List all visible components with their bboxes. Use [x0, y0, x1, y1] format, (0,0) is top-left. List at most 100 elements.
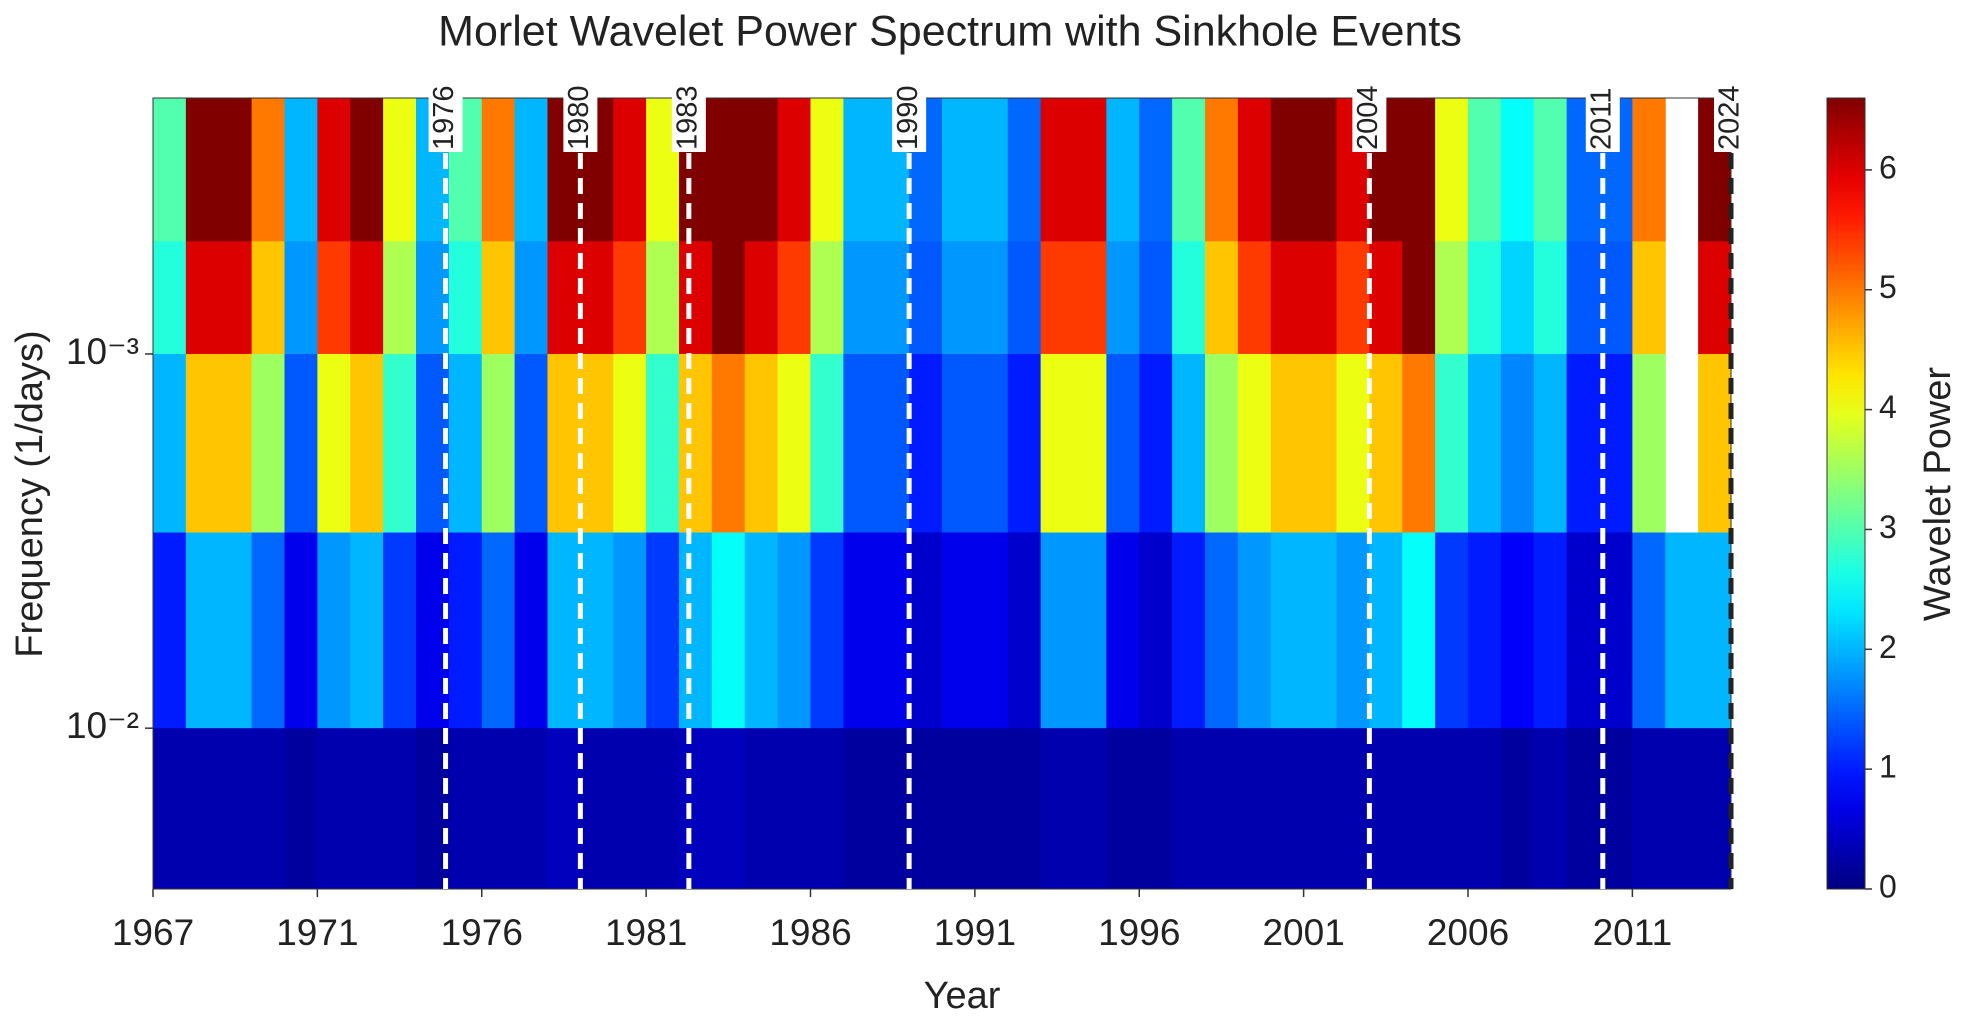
heatmap-cell [646, 532, 680, 729]
heatmap-cell [1205, 98, 1239, 242]
heatmap-cell [613, 728, 647, 889]
heatmap-cell [185, 728, 220, 889]
heatmap-cell [514, 98, 548, 242]
event-label: 1976 [428, 85, 460, 150]
heatmap-cell [810, 241, 844, 355]
heatmap-cell [1632, 353, 1666, 534]
heatmap-cell [646, 728, 680, 889]
heatmap-cell [1533, 241, 1568, 355]
heatmap-cell [1435, 98, 1469, 242]
heatmap-cell [1435, 353, 1469, 534]
heatmap-cell [1270, 98, 1305, 242]
heatmap-cell [1007, 98, 1042, 242]
heatmap-cell [1073, 532, 1107, 729]
heatmap-cell [1566, 728, 1600, 889]
heatmap-cell [942, 728, 976, 889]
heatmap-cell [284, 241, 318, 355]
heatmap-cell [1435, 532, 1469, 729]
heatmap-cell [1566, 353, 1600, 534]
heatmap-cell [777, 532, 811, 729]
heatmap-cell [843, 353, 877, 534]
heatmap-cell [679, 241, 713, 355]
heatmap-cell [1632, 241, 1666, 355]
heatmap-cell [777, 98, 811, 242]
heatmap-cell [1336, 241, 1370, 355]
heatmap-cell [383, 728, 417, 889]
heatmap-cell [448, 241, 483, 355]
heatmap-cell [1073, 353, 1107, 534]
heatmap-cell [1205, 353, 1239, 534]
heatmap-cell [1500, 353, 1535, 534]
heatmap-cell [350, 532, 384, 729]
heatmap-cell [1073, 98, 1107, 242]
heatmap-cell [1073, 728, 1107, 889]
heatmap-cell [1139, 241, 1173, 355]
heatmap-cell [974, 98, 1009, 242]
event-label-box [563, 72, 598, 152]
heatmap-cell [448, 353, 483, 534]
x-tick-label: 1986 [769, 912, 851, 953]
heatmap-cell [1205, 728, 1239, 889]
heatmap-cell [1336, 728, 1370, 889]
heatmap-cell [580, 728, 614, 889]
heatmap-cell [1468, 241, 1502, 355]
heatmap-cell [1270, 532, 1305, 729]
colorbar [1826, 97, 1866, 890]
heatmap-cell [679, 532, 713, 729]
heatmap-cell [1369, 532, 1403, 729]
heatmap-cell [1040, 353, 1074, 534]
heatmap-cell [218, 532, 253, 729]
heatmap-cell [1336, 532, 1370, 729]
heatmap-cell [1040, 728, 1074, 889]
heatmap-cell [1468, 728, 1502, 889]
heatmap-cell [514, 532, 548, 729]
heatmap-cell [580, 241, 614, 355]
heatmap-cell [1402, 353, 1436, 534]
heatmap-cell [613, 532, 647, 729]
heatmap-cell [843, 728, 877, 889]
heatmap-cell [218, 98, 253, 242]
heatmap-cell [942, 98, 976, 242]
y-tick-label: 10⁻³ [66, 331, 139, 372]
heatmap-cell [711, 98, 746, 242]
x-tick-label: 1996 [1098, 912, 1180, 953]
heatmap-cell [1698, 728, 1731, 889]
heatmap-cell [613, 241, 647, 355]
event-label: 2004 [1352, 85, 1384, 150]
y-tick-label: 10⁻² [66, 705, 139, 746]
heatmap-cell [1106, 728, 1140, 889]
heatmap-cell [679, 353, 713, 534]
heatmap-cell [1237, 728, 1272, 889]
heatmap-cell [317, 353, 351, 534]
heatmap-cell [1270, 241, 1305, 355]
heatmap-cell [974, 241, 1009, 355]
heatmap-cell [1040, 241, 1074, 355]
heatmap-cell [744, 98, 779, 242]
heatmap-cell [284, 728, 318, 889]
heatmap-cell [481, 353, 516, 534]
heatmap-cell [679, 728, 713, 889]
heatmap-cell [744, 353, 779, 534]
heatmap-cell [1500, 98, 1535, 242]
heatmap-cell [1303, 353, 1337, 534]
heatmap-cell [547, 728, 581, 889]
heatmap-cell [448, 728, 483, 889]
heatmap-cell [1303, 98, 1337, 242]
event-label: 1983 [672, 85, 704, 150]
heatmap-cell [481, 532, 516, 729]
heatmap-cell [1468, 353, 1502, 534]
heatmap-cell [383, 532, 417, 729]
heatmap-cell [350, 728, 384, 889]
heatmap-cell [810, 353, 844, 534]
heatmap-cell [744, 241, 779, 355]
heatmap-cell [909, 353, 943, 534]
heatmap-cell [1106, 98, 1140, 242]
x-tick-label: 1991 [934, 912, 1016, 953]
x-tick-label: 2011 [1593, 912, 1673, 953]
heatmap-cell [1007, 241, 1042, 355]
colorbar-tick-label: 5 [1879, 269, 1897, 305]
x-tick-label: 1981 [605, 912, 687, 953]
heatmap-cell [1632, 98, 1666, 242]
heatmap-cell [185, 532, 220, 729]
event-label: 1980 [563, 85, 595, 150]
